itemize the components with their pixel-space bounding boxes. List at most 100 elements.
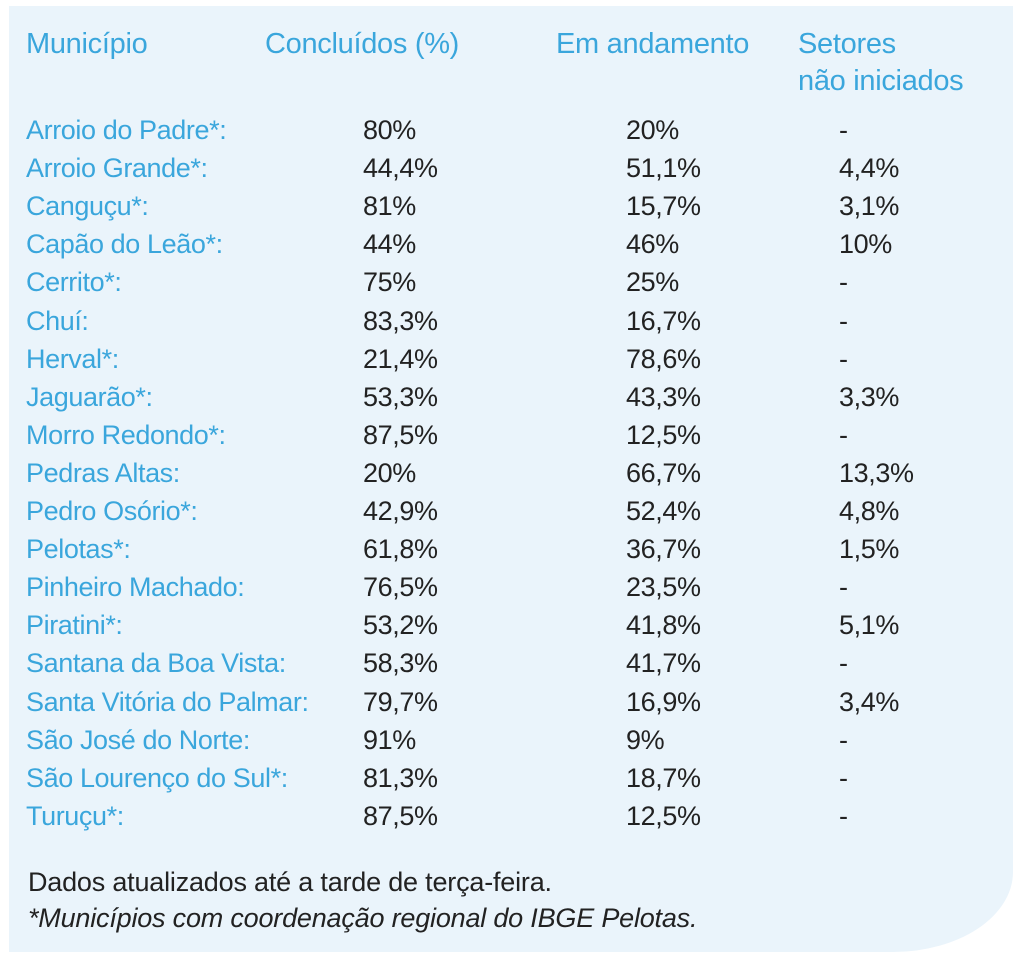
- cell-em-andamento: 52,4%: [626, 496, 701, 526]
- cell-em-andamento: 18,7%: [626, 762, 701, 793]
- cell-nao-iniciados: -: [839, 572, 848, 603]
- cell-em-andamento: 41,7%: [626, 648, 701, 679]
- cell-nao-iniciados: 3,4%: [839, 686, 899, 717]
- table-row: Herval*: 21,4% 78,6% -: [9, 340, 1013, 378]
- cell-municipio: Turuçu*:: [26, 800, 124, 831]
- header-em-andamento: Em andamento: [556, 28, 750, 60]
- cell-concluidos: 58,3%: [363, 648, 438, 679]
- cell-municipio: Capão do Leão*:: [26, 229, 223, 260]
- table-row: Cerrito*: 75% 25% -: [9, 263, 1013, 301]
- cell-nao-iniciados: -: [839, 305, 848, 336]
- cell-concluidos: 53,2%: [363, 610, 438, 641]
- cell-em-andamento: 43,3%: [626, 381, 701, 412]
- cell-em-andamento: 25%: [626, 267, 679, 298]
- cell-nao-iniciados: 13,3%: [839, 457, 914, 488]
- cell-nao-iniciados: 4,4%: [839, 153, 899, 184]
- cell-nao-iniciados: 1,5%: [839, 534, 899, 565]
- cell-em-andamento: 12,5%: [626, 419, 701, 450]
- cell-em-andamento: 51,1%: [626, 153, 701, 184]
- cell-concluidos: 87,5%: [363, 800, 438, 831]
- cell-municipio: São Lourenço do Sul*:: [26, 762, 288, 793]
- cell-concluidos: 80%: [363, 115, 416, 145]
- table-row: Chuí: 83,3% 16,7% -: [9, 302, 1013, 340]
- cell-concluidos: 61,8%: [363, 534, 438, 565]
- cell-municipio: Santana da Boa Vista:: [26, 648, 286, 679]
- cell-em-andamento: 15,7%: [626, 191, 701, 222]
- cell-concluidos: 20%: [363, 457, 416, 488]
- cell-em-andamento: 41,8%: [626, 610, 701, 641]
- cell-concluidos: 79,7%: [363, 686, 438, 717]
- cell-municipio: Morro Redondo*:: [26, 419, 226, 450]
- header-setores-line2: não iniciados: [798, 65, 964, 97]
- cell-municipio: Chuí:: [26, 305, 89, 336]
- cell-concluidos: 44%: [363, 229, 416, 260]
- cell-nao-iniciados: 4,8%: [839, 496, 899, 526]
- cell-em-andamento: 9%: [626, 724, 665, 755]
- footnote-asterisk: *Municípios com coordenação regional do …: [28, 903, 698, 933]
- table-row: Pedras Altas: 20% 66,7% 13,3%: [9, 454, 1013, 492]
- cell-concluidos: 42,9%: [363, 496, 438, 526]
- cell-concluidos: 87,5%: [363, 419, 438, 450]
- cell-em-andamento: 46%: [626, 229, 679, 260]
- table-row: Pinheiro Machado: 76,5% 23,5% -: [9, 568, 1013, 606]
- cell-municipio: Herval*:: [26, 343, 119, 374]
- table-row: Piratini*: 53,2% 41,8% 5,1%: [9, 606, 1013, 644]
- cell-em-andamento: 12,5%: [626, 800, 701, 831]
- cell-nao-iniciados: -: [839, 267, 848, 298]
- cell-municipio: Pelotas*:: [26, 534, 131, 565]
- header-concluidos: Concluídos (%): [265, 28, 460, 60]
- table-row: Morro Redondo*: 87,5% 12,5% -: [9, 416, 1013, 454]
- cell-municipio: Pedras Altas:: [26, 457, 180, 488]
- cell-nao-iniciados: -: [839, 343, 848, 374]
- cell-concluidos: 53,3%: [363, 381, 438, 412]
- cell-nao-iniciados: -: [839, 724, 848, 755]
- table-row: Arroio do Padre*: 80% 20% -: [9, 111, 1013, 149]
- cell-nao-iniciados: 3,1%: [839, 191, 899, 222]
- cell-concluidos: 75%: [363, 267, 416, 298]
- cell-concluidos: 83,3%: [363, 305, 438, 336]
- table-row: Turuçu*: 87,5% 12,5% -: [9, 797, 1013, 835]
- cell-em-andamento: 36,7%: [626, 534, 701, 565]
- cell-municipio: Canguçu*:: [26, 191, 149, 222]
- cell-nao-iniciados: 3,3%: [839, 381, 899, 412]
- cell-nao-iniciados: -: [839, 762, 848, 793]
- header-municipio: Município: [26, 28, 148, 60]
- table-row: São Lourenço do Sul*: 81,3% 18,7% -: [9, 759, 1013, 797]
- cell-municipio: Santa Vitória do Palmar:: [26, 686, 309, 717]
- cell-concluidos: 81,3%: [363, 762, 438, 793]
- cell-em-andamento: 20%: [626, 115, 679, 145]
- cell-municipio: São José do Norte:: [26, 724, 250, 755]
- cell-concluidos: 44,4%: [363, 153, 438, 184]
- footnote-updated: Dados atualizados até a tarde de terça-f…: [28, 867, 552, 897]
- cell-municipio: Jaguarão*:: [26, 381, 153, 412]
- cell-nao-iniciados: 10%: [839, 229, 892, 260]
- cell-concluidos: 21,4%: [363, 343, 438, 374]
- table-row: Arroio Grande*: 44,4% 51,1% 4,4%: [9, 149, 1013, 187]
- table-row: São José do Norte: 91% 9% -: [9, 721, 1013, 759]
- cell-nao-iniciados: -: [839, 419, 848, 450]
- cell-em-andamento: 16,7%: [626, 305, 701, 336]
- table-row: Pedro Osório*: 42,9% 52,4% 4,8%: [9, 492, 1013, 530]
- table-row: Santana da Boa Vista: 58,3% 41,7% -: [9, 644, 1013, 682]
- table-panel: Município Concluídos (%) Em andamento Se…: [9, 6, 1013, 952]
- cell-nao-iniciados: -: [839, 648, 848, 679]
- table-row: Canguçu*: 81% 15,7% 3,1%: [9, 187, 1013, 225]
- cell-em-andamento: 78,6%: [626, 343, 701, 374]
- cell-nao-iniciados: -: [839, 800, 848, 831]
- table-row: Jaguarão*: 53,3% 43,3% 3,3%: [9, 378, 1013, 416]
- cell-municipio: Arroio do Padre*:: [26, 115, 227, 145]
- cell-nao-iniciados: -: [839, 115, 848, 145]
- cell-em-andamento: 16,9%: [626, 686, 701, 717]
- cell-municipio: Arroio Grande*:: [26, 153, 208, 184]
- cell-nao-iniciados: 5,1%: [839, 610, 899, 641]
- cell-concluidos: 81%: [363, 191, 416, 222]
- cell-em-andamento: 23,5%: [626, 572, 701, 603]
- cell-municipio: Cerrito*:: [26, 267, 122, 298]
- header-setores-line1: Setores: [798, 28, 896, 60]
- cell-em-andamento: 66,7%: [626, 457, 701, 488]
- table-row: Santa Vitória do Palmar: 79,7% 16,9% 3,4%: [9, 683, 1013, 721]
- cell-municipio: Pedro Osório*:: [26, 496, 198, 526]
- cell-concluidos: 76,5%: [363, 572, 438, 603]
- cell-concluidos: 91%: [363, 724, 416, 755]
- cell-municipio: Pinheiro Machado:: [26, 572, 245, 603]
